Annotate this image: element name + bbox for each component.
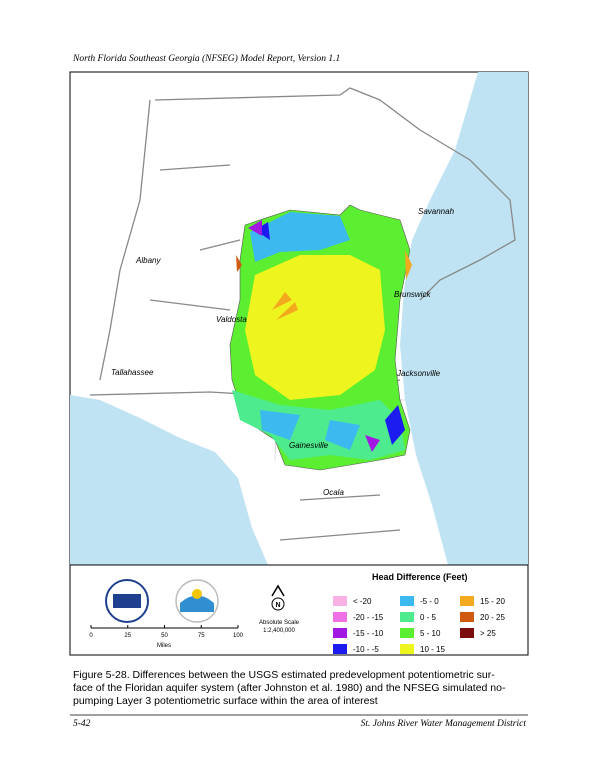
place-label: Jacksonville bbox=[396, 369, 441, 378]
legend-label: 20 - 25 bbox=[480, 613, 505, 622]
legend-swatch bbox=[333, 596, 347, 606]
scale-tick-label: 50 bbox=[161, 633, 168, 639]
legend-swatch bbox=[333, 628, 347, 638]
place-label: Gainesville bbox=[289, 441, 329, 450]
legend-panel: N Absolute Scale 1:2,400,000 0 25 50 75 100 … bbox=[69, 564, 529, 656]
scale-bar: 0 25 50 75 100 bbox=[89, 625, 244, 639]
legend-swatch bbox=[400, 628, 414, 638]
legend-label: < -20 bbox=[353, 597, 372, 606]
place-label: Ocala bbox=[323, 488, 344, 497]
scale-tick-label: 0 bbox=[89, 633, 93, 639]
place-label: Savannah bbox=[418, 207, 455, 216]
place-label: Tallahassee bbox=[111, 368, 154, 377]
legend-swatch bbox=[460, 612, 474, 622]
legend-label: -15 - -10 bbox=[353, 629, 384, 638]
legend-label: > 25 bbox=[480, 629, 496, 638]
legend: < -20 -20 - -15 -15 - -10 -10 - -5 -5 - 0 0 -… bbox=[333, 596, 505, 654]
legend-swatch bbox=[460, 628, 474, 638]
legend-title: Head Difference (Feet) bbox=[372, 572, 468, 582]
legend-swatch bbox=[400, 596, 414, 606]
place-label: Valdosta bbox=[216, 315, 247, 324]
legend-label: -10 - -5 bbox=[353, 645, 379, 654]
legend-label: -20 - -15 bbox=[353, 613, 384, 622]
place-label: Brunswick bbox=[394, 290, 431, 299]
legend-swatch bbox=[333, 644, 347, 654]
legend-label: 0 - 5 bbox=[420, 613, 437, 622]
caption-line: pumping Layer 3 potentiometric surface w… bbox=[73, 695, 378, 707]
legend-label: -5 - 0 bbox=[420, 597, 439, 606]
legend-label: 5 - 10 bbox=[420, 629, 441, 638]
header: North Florida Southeast Georgia (NFSEG) … bbox=[72, 53, 340, 64]
scale-title: Absolute Scale bbox=[259, 620, 300, 626]
map: Savannah Albany Brunswick Valdosta Talla… bbox=[69, 71, 529, 566]
legend-swatch bbox=[333, 612, 347, 622]
scale-tick-label: 100 bbox=[233, 633, 244, 639]
scale-ratio: 1:2,400,000 bbox=[263, 628, 295, 634]
place-label: Albany bbox=[135, 256, 161, 265]
scale-tick-label: 75 bbox=[198, 633, 205, 639]
legend-label: 10 - 15 bbox=[420, 645, 445, 654]
caption-line: face of the Floridan aquifer system (aft… bbox=[73, 682, 506, 694]
legend-swatch bbox=[400, 644, 414, 654]
legend-swatch bbox=[460, 596, 474, 606]
caption-line: Figure 5-28. Differences between the USG… bbox=[73, 669, 495, 681]
scale-tick-label: 25 bbox=[124, 633, 131, 639]
scale-unit: Miles bbox=[157, 643, 171, 649]
legend-swatch bbox=[400, 612, 414, 622]
legend-label: 15 - 20 bbox=[480, 597, 505, 606]
footer-page: 5-42 bbox=[73, 719, 91, 729]
svg-text:N: N bbox=[275, 602, 280, 609]
footer-organization: St. Johns River Water Management Distric… bbox=[361, 719, 527, 729]
